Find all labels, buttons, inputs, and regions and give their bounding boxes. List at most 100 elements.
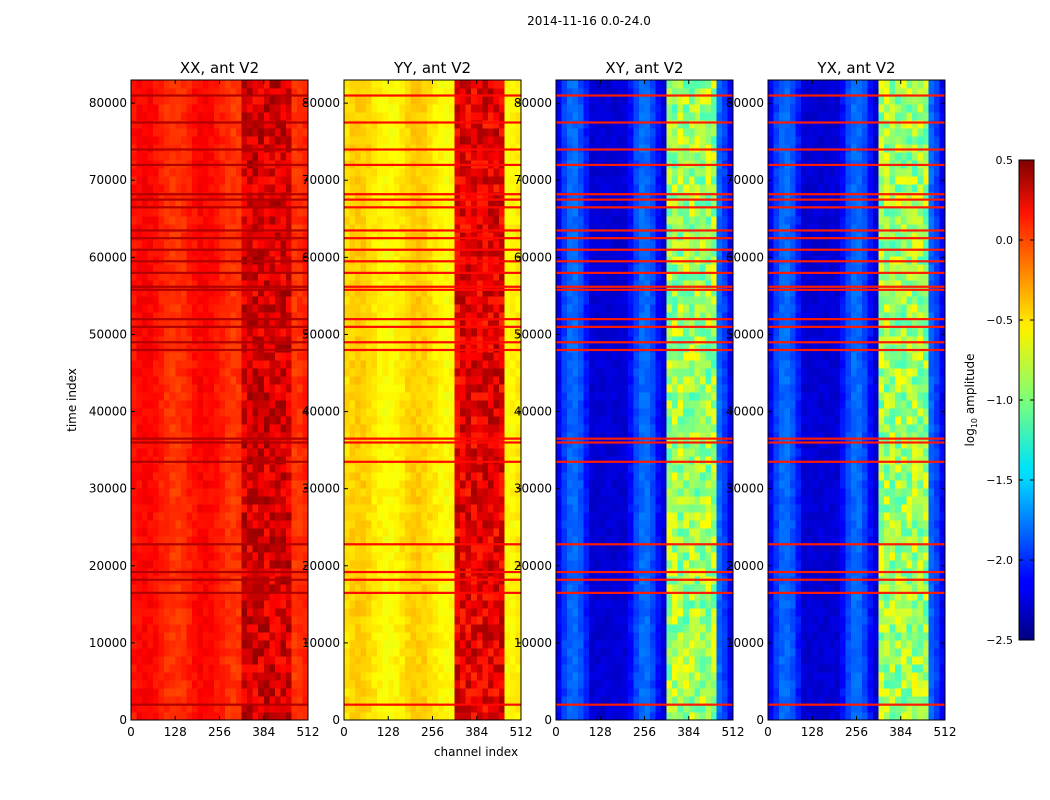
heatmap-cell: [208, 624, 215, 633]
heatmap-cell: [258, 224, 265, 233]
heatmap-cell: [476, 424, 483, 433]
heatmap-cell: [236, 384, 242, 393]
flagged-row: [131, 348, 308, 352]
heatmap-cell: [197, 608, 204, 617]
heatmap-cell: [509, 696, 516, 705]
heatmap-cell: [515, 520, 522, 529]
heatmap-cell: [377, 688, 384, 697]
heatmap-cell: [213, 88, 220, 97]
heatmap-cell: [493, 624, 500, 633]
heatmap-cell: [371, 544, 378, 553]
heatmap-cell: [291, 600, 298, 609]
heatmap-cell: [269, 104, 276, 113]
heatmap-cell: [191, 208, 198, 217]
heatmap-cell: [355, 672, 361, 681]
heatmap-cell: [175, 440, 182, 449]
heatmap-cell: [344, 376, 350, 385]
panel-2: YY, ant V20 128 256 384 51201000020000300004…: [302, 59, 533, 739]
heatmap-cell: [482, 336, 489, 345]
heatmap-cell: [360, 288, 367, 297]
heatmap-cell: [180, 208, 187, 217]
heatmap-cell: [291, 704, 298, 713]
heatmap-cell: [515, 432, 522, 441]
heatmap-cell: [191, 232, 198, 241]
heatmap-cell: [399, 208, 406, 217]
heatmap-cell: [487, 456, 494, 465]
heatmap-cell: [230, 176, 237, 185]
heatmap-cell: [426, 264, 433, 273]
heatmap-cell: [186, 424, 193, 433]
heatmap-cell: [404, 176, 411, 185]
heatmap-cell: [415, 192, 422, 201]
heatmap-cell: [371, 512, 378, 521]
heatmap-cell: [377, 520, 384, 529]
heatmap-cell: [476, 192, 483, 201]
heatmap-cell: [421, 464, 428, 473]
heatmap-cell: [355, 488, 361, 497]
heatmap-cell: [449, 656, 455, 665]
heatmap-cell: [291, 288, 298, 297]
heatmap-cell: [274, 448, 281, 457]
heatmap-cell: [296, 288, 303, 297]
heatmap-cell: [252, 320, 259, 329]
heatmap-cell: [186, 224, 193, 233]
heatmap-cell: [449, 272, 455, 281]
heatmap-cell: [153, 240, 159, 249]
heatmap-cell: [393, 560, 400, 569]
heatmap-cell: [236, 216, 242, 225]
heatmap-cell: [465, 696, 472, 705]
heatmap-cell: [360, 608, 367, 617]
heatmap-cell: [280, 208, 287, 217]
heatmap-cell: [415, 256, 422, 265]
heatmap-cell: [136, 176, 143, 185]
heatmap-cell: [449, 640, 455, 649]
heatmap-cell: [344, 152, 350, 161]
heatmap-cell: [158, 168, 165, 177]
heatmap-cell: [415, 688, 422, 697]
heatmap-cell: [460, 496, 466, 505]
heatmap-cell: [263, 480, 270, 489]
heatmap-cell: [498, 648, 505, 657]
heatmap-cell: [164, 336, 171, 345]
heatmap-cell: [142, 336, 148, 345]
heatmap-cell: [404, 640, 411, 649]
heatmap-cell: [213, 424, 220, 433]
heatmap-cell: [482, 296, 489, 305]
heatmap-cell: [487, 336, 494, 345]
heatmap-cell: [263, 360, 270, 369]
heatmap-cell: [371, 424, 378, 433]
heatmap-cell: [404, 368, 411, 377]
heatmap-cell: [438, 440, 444, 449]
heatmap-cell: [269, 560, 276, 569]
heatmap-cell: [349, 712, 356, 721]
heatmap-cell: [169, 608, 176, 617]
heatmap-cell: [415, 408, 422, 417]
heatmap-cell: [136, 240, 143, 249]
heatmap-cell: [371, 368, 378, 377]
heatmap-cell: [460, 376, 466, 385]
heatmap-cell: [465, 312, 472, 321]
flagged-row: [131, 570, 308, 574]
heatmap-cell: [191, 80, 198, 89]
heatmap-cell: [482, 480, 489, 489]
heatmap-cell: [258, 560, 265, 569]
heatmap-cell: [258, 528, 265, 537]
heatmap-cell: [225, 240, 231, 249]
heatmap-cell: [504, 296, 511, 305]
heatmap-cell: [263, 688, 270, 697]
heatmap-cell: [230, 336, 237, 345]
heatmap-cell: [247, 632, 253, 641]
heatmap-cell: [202, 456, 209, 465]
heatmap-cell: [454, 656, 461, 665]
heatmap-cell: [382, 680, 389, 689]
heatmap-cell: [344, 368, 350, 377]
heatmap-cell: [219, 480, 226, 489]
heatmap-cell: [460, 480, 466, 489]
heatmap-cell: [404, 208, 411, 217]
heatmap-cell: [158, 512, 165, 521]
heatmap-cell: [498, 640, 505, 649]
heatmap-cell: [382, 696, 389, 705]
heatmap-cell: [438, 184, 444, 193]
heatmap-cell: [291, 336, 298, 345]
heatmap-cell: [371, 208, 378, 217]
